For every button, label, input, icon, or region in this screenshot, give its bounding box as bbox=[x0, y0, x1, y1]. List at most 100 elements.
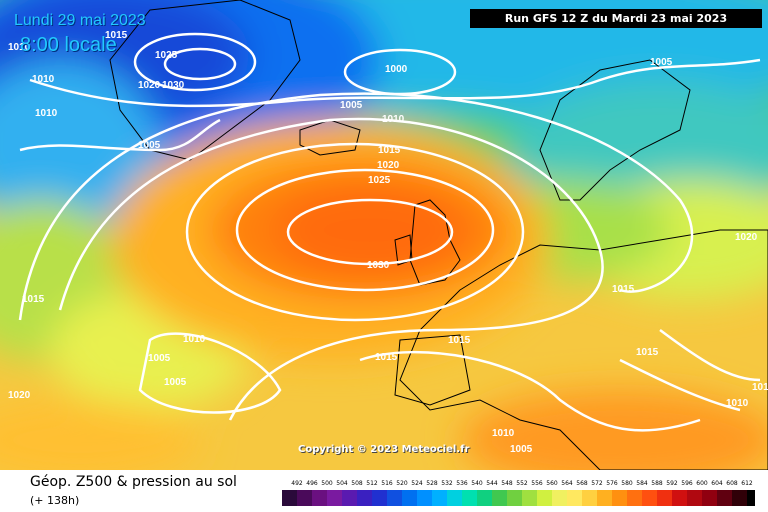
legend-tick-label: 556 bbox=[531, 480, 543, 487]
copyright: Copyright © 2023 Meteociel.fr bbox=[298, 444, 470, 455]
isobar-label: 1010 bbox=[382, 114, 405, 125]
isobars bbox=[18, 32, 761, 432]
legend-swatch bbox=[282, 490, 297, 506]
legend-swatch bbox=[387, 490, 402, 506]
legend-swatch bbox=[657, 490, 672, 506]
legend-tick-label: 596 bbox=[681, 480, 693, 487]
footer-bar: Géop. Z500 & pression au sol (+ 138h) 49… bbox=[0, 470, 768, 512]
coastlines bbox=[109, 0, 768, 470]
forecast-date: Lundi 29 mai 2023 bbox=[14, 12, 146, 29]
run-info: Run GFS 12 Z du Mardi 23 mai 2023 bbox=[470, 9, 762, 28]
legend-swatch bbox=[417, 490, 432, 506]
legend-swatch bbox=[357, 490, 372, 506]
legend-swatch bbox=[297, 490, 312, 506]
isobar-label: 1005 bbox=[340, 100, 363, 111]
isobar-labels: 1010 1015 1025 1020 1030 1010 1010 1005 … bbox=[8, 30, 768, 455]
legend-swatch bbox=[702, 490, 717, 506]
legend-swatch bbox=[747, 490, 755, 506]
legend-swatch bbox=[732, 490, 747, 506]
legend-tick-label: 572 bbox=[591, 480, 603, 487]
isobar-label: 1005 bbox=[148, 353, 171, 364]
legend-swatch bbox=[687, 490, 702, 506]
isobar-label: 1015 bbox=[612, 284, 635, 295]
legend-tick-label: 612 bbox=[741, 480, 753, 487]
legend-swatch bbox=[507, 490, 522, 506]
legend-tick-label: 512 bbox=[366, 480, 378, 487]
legend-swatch bbox=[552, 490, 567, 506]
legend-tick-label: 504 bbox=[336, 480, 348, 487]
legend-swatch bbox=[447, 490, 462, 506]
isobar-label: 1020 bbox=[377, 160, 400, 171]
isobar-label: 1015 bbox=[105, 30, 128, 41]
legend-swatch bbox=[627, 490, 642, 506]
legend-swatch bbox=[612, 490, 627, 506]
isobar-label: 1010 bbox=[183, 334, 206, 345]
legend-swatch bbox=[312, 490, 327, 506]
legend-tick-label: 604 bbox=[711, 480, 723, 487]
legend-tick-label: 584 bbox=[636, 480, 648, 487]
legend-swatch bbox=[432, 490, 447, 506]
legend-tick-label: 532 bbox=[441, 480, 453, 487]
isobar-label: 1015 bbox=[22, 294, 45, 305]
isobar-label: 1010 bbox=[32, 74, 55, 85]
legend-tick-label: 516 bbox=[381, 480, 393, 487]
legend-tick-label: 560 bbox=[546, 480, 558, 487]
geopotential-field bbox=[0, 0, 768, 470]
isobar-label: 1020 bbox=[138, 80, 161, 91]
legend-tick-label: 592 bbox=[666, 480, 678, 487]
legend-tick-label: 564 bbox=[561, 480, 573, 487]
isobar-label: 1025 bbox=[155, 50, 178, 61]
isobar-label: 1025 bbox=[368, 175, 391, 186]
legend-tick-label: 508 bbox=[351, 480, 363, 487]
legend-swatch bbox=[327, 490, 342, 506]
legend-tick-label: 548 bbox=[501, 480, 513, 487]
isobar-label: 1015 bbox=[448, 335, 471, 346]
legend-tick-label: 600 bbox=[696, 480, 708, 487]
legend-tick-label: 540 bbox=[471, 480, 483, 487]
forecast-time: 8:00 locale bbox=[20, 34, 117, 56]
legend-tick-label: 524 bbox=[411, 480, 423, 487]
isobar-label: 1015 bbox=[636, 347, 659, 358]
isobar-label: 1010 bbox=[726, 398, 749, 409]
legend-swatch bbox=[672, 490, 687, 506]
legend-swatch bbox=[642, 490, 657, 506]
isobar-label: 1000 bbox=[385, 64, 408, 75]
forecast-offset: (+ 138h) bbox=[30, 494, 80, 507]
legend-tick-label: 568 bbox=[576, 480, 588, 487]
isobar-label: 1015 bbox=[378, 145, 401, 156]
legend-tick-label: 608 bbox=[726, 480, 738, 487]
legend-tick-label: 580 bbox=[621, 480, 633, 487]
isobar-label: 1010 bbox=[35, 108, 58, 119]
isobar-label: 1010 bbox=[8, 42, 31, 53]
legend-swatch bbox=[522, 490, 537, 506]
legend-swatch bbox=[567, 490, 582, 506]
legend-swatch bbox=[372, 490, 387, 506]
isobar-label: 1010 bbox=[492, 428, 515, 439]
isobar-label: 1015 bbox=[375, 352, 398, 363]
legend-swatch bbox=[582, 490, 597, 506]
legend-tick-label: 536 bbox=[456, 480, 468, 487]
isobar-label: 1005 bbox=[510, 444, 533, 455]
legend-tick-label: 544 bbox=[486, 480, 498, 487]
weather-map: 1010 1015 1025 1020 1030 1010 1010 1005 … bbox=[0, 0, 768, 470]
legend-tick-label: 520 bbox=[396, 480, 408, 487]
legend-tick-label: 528 bbox=[426, 480, 438, 487]
legend-swatch bbox=[717, 490, 732, 506]
legend-tick-label: 500 bbox=[321, 480, 333, 487]
isobar-label: 1030 bbox=[162, 80, 185, 91]
legend-swatch bbox=[402, 490, 417, 506]
legend-swatch bbox=[537, 490, 552, 506]
legend-tick-label: 492 bbox=[291, 480, 303, 487]
legend-tick-label: 552 bbox=[516, 480, 528, 487]
color-scale-legend: 492 496 500 504 508 512 516 520 524 528 532 536 540 5… bbox=[282, 480, 755, 506]
legend-swatch bbox=[462, 490, 477, 506]
isobar-label: 1020 bbox=[8, 390, 31, 401]
legend-swatch bbox=[477, 490, 492, 506]
legend-tick-label: 588 bbox=[651, 480, 663, 487]
legend-swatch bbox=[342, 490, 357, 506]
isobar-label: 1005 bbox=[650, 57, 673, 68]
legend-tick-label: 496 bbox=[306, 480, 318, 487]
legend-tick-label: 576 bbox=[606, 480, 618, 487]
isobar-label: 1020 bbox=[735, 232, 758, 243]
